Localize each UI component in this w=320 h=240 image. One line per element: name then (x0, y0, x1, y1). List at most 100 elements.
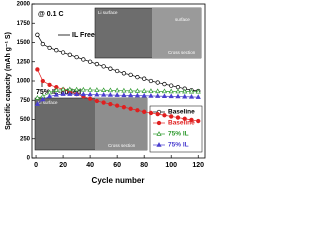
data-point (47, 45, 52, 51)
y-tick-label: 1250 (17, 59, 31, 65)
data-point (67, 91, 73, 96)
data-point (155, 93, 161, 98)
inset-label: Cross section (108, 143, 136, 148)
data-point (87, 96, 93, 101)
data-point (195, 88, 201, 94)
data-point (155, 88, 161, 94)
data-point (107, 87, 113, 93)
data-point (182, 93, 188, 99)
data-point (60, 91, 66, 96)
data-point (47, 82, 52, 87)
data-point (60, 86, 66, 92)
data-point (189, 117, 194, 123)
data-point (80, 91, 86, 97)
annotation: @ 0.1 C (38, 11, 64, 18)
y-tick-label: 2000 (17, 2, 31, 8)
chart: Specific capacity (mAh g⁻¹ S) Cycle numb… (5, 2, 206, 185)
inset-image-part (95, 98, 147, 150)
data-point (121, 87, 127, 93)
x-tick-label: 100 (165, 162, 177, 169)
x-tick-label: 80 (140, 162, 148, 169)
inset-image-part (152, 8, 201, 58)
data-point (169, 114, 174, 119)
data-point (101, 100, 106, 105)
y-tick-label: 500 (20, 117, 31, 123)
data-point (196, 118, 201, 124)
data-point (114, 87, 120, 93)
data-point (169, 83, 174, 88)
data-point (80, 86, 86, 92)
legend-marker (156, 142, 162, 147)
data-point (101, 64, 106, 69)
data-point (162, 81, 167, 87)
data-point (54, 48, 59, 53)
data-point (175, 85, 181, 90)
data-point (148, 78, 154, 84)
data-point (182, 88, 188, 94)
data-point (175, 115, 181, 120)
data-point (74, 91, 80, 96)
data-point (101, 91, 107, 97)
x-tick-label: 20 (59, 162, 67, 169)
data-point (74, 54, 79, 60)
data-point (161, 93, 168, 98)
x-axis-label: Cycle number (92, 176, 145, 185)
data-point (107, 92, 113, 97)
data-point (108, 101, 113, 107)
data-point (67, 52, 72, 57)
data-point (87, 59, 93, 64)
y-tick-label: 0 (27, 156, 31, 162)
data-point (168, 88, 174, 94)
x-tick-label: 0 (34, 162, 38, 169)
data-point (53, 87, 59, 92)
annotation: 75% IL-added (36, 89, 81, 96)
data-point (168, 93, 174, 99)
data-point (128, 106, 133, 111)
y-tick-label: 1500 (17, 40, 31, 46)
data-point (175, 93, 181, 99)
data-point (188, 88, 195, 94)
data-point (175, 88, 181, 94)
data-point (135, 108, 140, 113)
x-tick-label: 120 (192, 162, 204, 169)
legend-marker (156, 131, 162, 136)
data-point (81, 57, 86, 62)
data-point (101, 87, 107, 92)
data-point (155, 80, 160, 85)
y-tick-label: 1750 (17, 21, 31, 27)
data-point (35, 32, 40, 37)
data-point (94, 61, 100, 67)
y-tick-label: 1000 (17, 79, 31, 85)
legend-label: 75% IL (168, 131, 189, 138)
data-point (53, 91, 59, 97)
data-point (135, 74, 140, 80)
data-point (35, 67, 40, 72)
data-point (142, 109, 147, 114)
data-point (134, 92, 141, 98)
data-point (141, 88, 147, 93)
data-point (188, 93, 195, 99)
y-axis-label: Specific capacity (mAh g⁻¹ S) (5, 32, 12, 130)
data-point (94, 87, 100, 92)
data-point (148, 110, 154, 116)
inset-label: surface (175, 17, 190, 22)
data-point (60, 50, 66, 55)
data-point (87, 91, 93, 97)
y-tick-label: 250 (20, 136, 31, 142)
y-tick-label: 750 (20, 98, 31, 104)
data-point (114, 68, 120, 74)
data-point (74, 86, 80, 92)
inset-label: Li surface (38, 100, 58, 105)
legend-label: Baseline (168, 109, 195, 116)
data-point (141, 92, 147, 98)
data-point (128, 87, 134, 93)
data-point (148, 88, 154, 93)
data-point (114, 92, 120, 97)
data-point (162, 113, 167, 118)
data-point (155, 111, 160, 117)
data-point (142, 76, 147, 81)
inset-label: Li surface (98, 10, 118, 15)
data-point (161, 88, 168, 94)
data-point (46, 93, 53, 99)
data-point (34, 95, 41, 100)
